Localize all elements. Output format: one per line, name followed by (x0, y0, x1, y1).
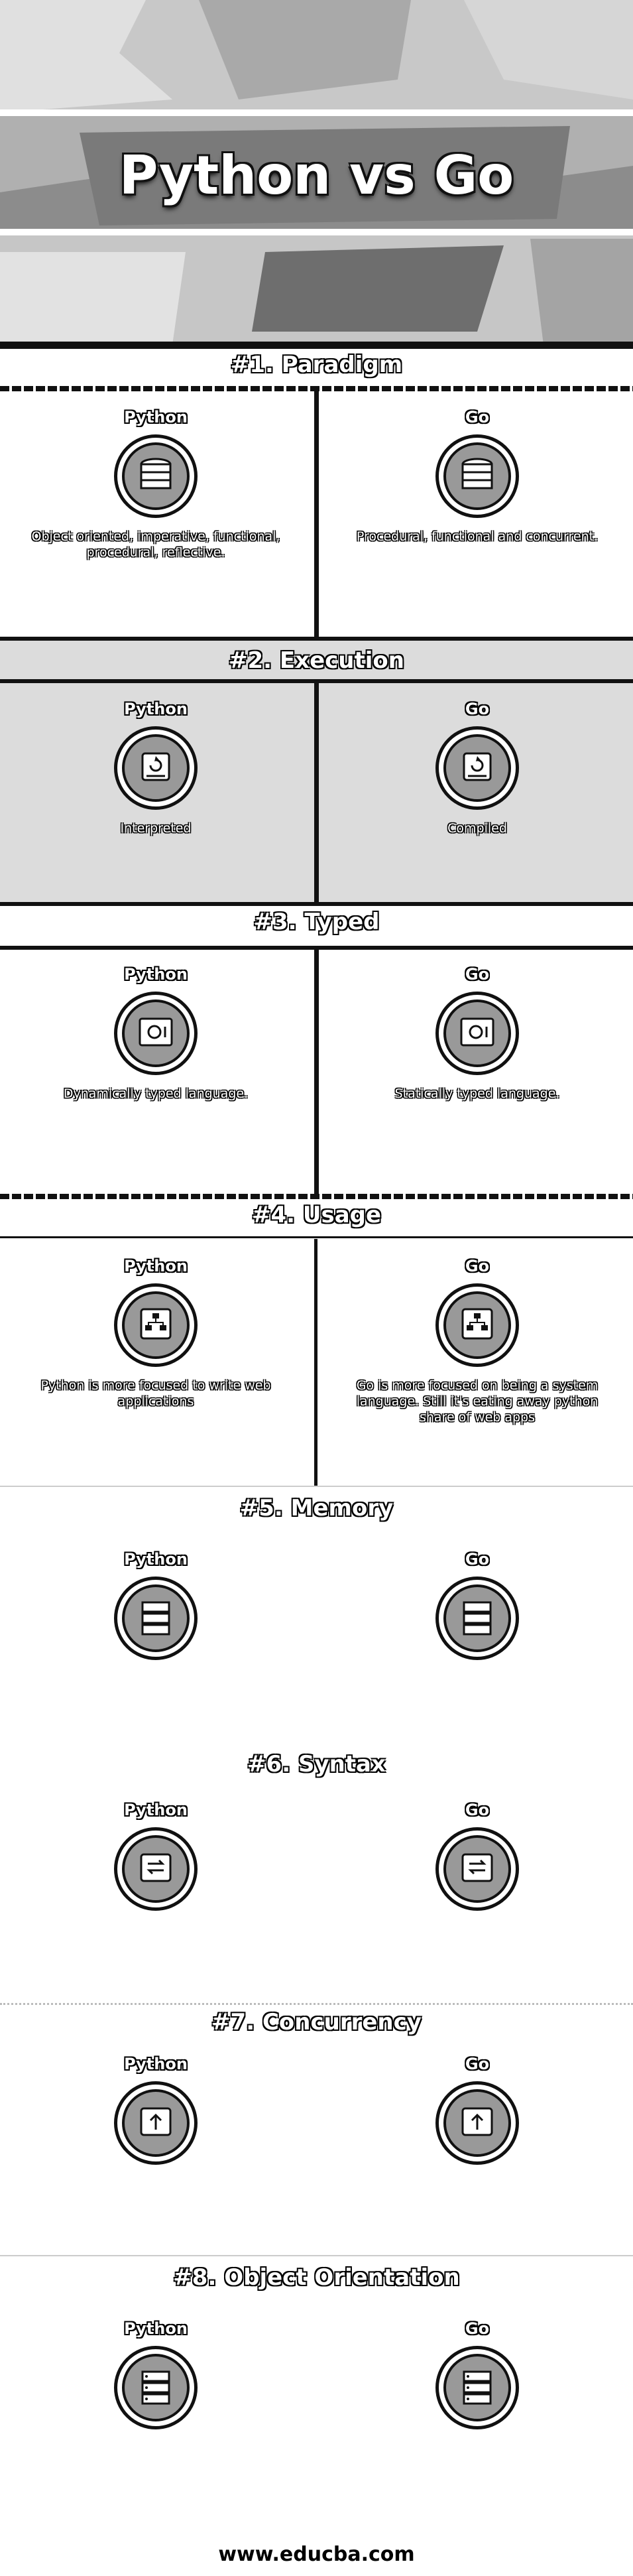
section-typed: #3. Typed Python Dynamically typed langu… (0, 902, 633, 1194)
language-label: Go (465, 2319, 490, 2338)
language-label: Go (465, 2055, 490, 2073)
python-column: Python (0, 2055, 312, 2175)
section-heading: #6. Syntax (247, 1751, 386, 1777)
description: Object oriented, imperative, functional,… (31, 529, 280, 560)
safe-icon (114, 992, 198, 1075)
section-heading: #2. Execution (229, 647, 404, 674)
database-icon (435, 434, 519, 518)
section-heading: #3. Typed (253, 909, 380, 935)
go-column: Go (321, 1801, 633, 1921)
transfer-drive-icon (435, 1827, 519, 1911)
python-column: Python (0, 1801, 312, 1921)
go-column: Go Procedural, functional and concurrent… (321, 408, 633, 545)
language-label: Go (465, 1550, 490, 1569)
safe-icon (435, 992, 519, 1075)
language-label: Python (124, 1550, 188, 1569)
section-object-orientation: #8. Object Orientation Python Go (0, 2255, 633, 2535)
language-label: Python (124, 965, 188, 984)
section-concurrency: #7. Concurrency Python Go (0, 2003, 633, 2257)
description: Go is more focused on being a system lan… (356, 1378, 599, 1425)
database-icon (114, 434, 198, 518)
network-drive-icon (435, 1283, 519, 1367)
description: Compiled (447, 821, 507, 836)
language-label: Python (124, 408, 188, 426)
server-stack-icon (435, 2346, 519, 2429)
go-column: Go (321, 2319, 633, 2440)
go-column: Go (321, 2055, 633, 2175)
section-heading: #1. Paradigm (230, 352, 403, 378)
section-execution: #2. Execution Python Interpreted Go Comp… (0, 637, 633, 902)
section-syntax: #6. Syntax Python Go (0, 1751, 633, 2003)
language-label: Go (465, 408, 490, 426)
section-usage: #4. Usage Python Python is more focused … (0, 1194, 633, 1486)
description: Statically typed language. (394, 1086, 560, 1101)
section-memory: #5. Memory Python Go (0, 1486, 633, 1752)
refresh-drive-icon (114, 726, 198, 810)
go-column: Go (321, 1550, 633, 1671)
server-icon (435, 1577, 519, 1660)
network-drive-icon (114, 1283, 198, 1367)
section-heading: #8. Object Orientation (173, 2264, 460, 2291)
language-label: Python (124, 1257, 188, 1275)
page-title: Python vs Go (119, 145, 514, 206)
section-heading: #7. Concurrency (211, 2009, 422, 2035)
server-stack-icon (114, 2346, 198, 2429)
language-label: Go (465, 965, 490, 984)
description: Interpreted (120, 821, 192, 836)
go-column: Go Statically typed language. (321, 965, 633, 1102)
refresh-drive-icon (435, 726, 519, 810)
hero-banner: Python vs Go (0, 0, 633, 345)
language-label: Go (465, 1801, 490, 1819)
python-column: Python (0, 1550, 312, 1671)
description: Python is more focused to write web appl… (40, 1378, 271, 1409)
python-column: Python Dynamically typed language. (0, 965, 312, 1102)
description: Dynamically typed language. (63, 1086, 249, 1101)
language-label: Python (124, 2319, 188, 2338)
transfer-drive-icon (114, 1827, 198, 1911)
language-label: Python (124, 2055, 188, 2073)
language-label: Go (465, 700, 490, 718)
server-icon (114, 1577, 198, 1660)
python-column: Python Python is more focused to write w… (0, 1257, 312, 1409)
go-column: Go Go is more focused on being a system … (321, 1257, 633, 1425)
language-label: Python (124, 1801, 188, 1819)
section-heading: #5. Memory (239, 1495, 394, 1521)
hero-background (0, 0, 633, 345)
python-column: Python (0, 2319, 312, 2440)
python-column: Python Interpreted (0, 700, 312, 836)
language-label: Go (465, 1257, 490, 1275)
python-column: Python Object oriented, imperative, func… (0, 408, 312, 560)
upload-drive-icon (435, 2081, 519, 2165)
upload-drive-icon (114, 2081, 198, 2165)
footer-url: www.educba.com (218, 2543, 415, 2566)
language-label: Python (124, 700, 188, 718)
description: Procedural, functional and concurrent. (356, 529, 599, 544)
section-heading: #4. Usage (251, 1202, 382, 1228)
section-paradigm: #1. Paradigm Python Object oriented, imp… (0, 345, 633, 637)
go-column: Go Compiled (321, 700, 633, 836)
